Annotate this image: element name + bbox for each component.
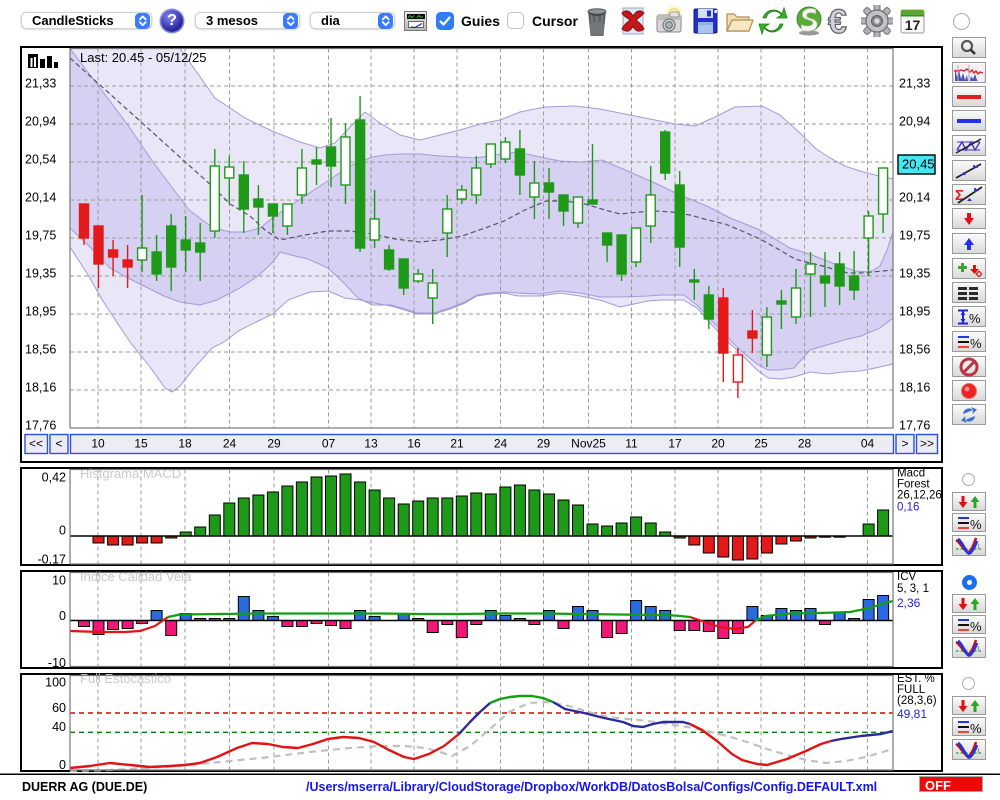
svg-text:>>: >>	[920, 437, 934, 451]
svg-text:FULL: FULL	[897, 684, 926, 696]
svg-text:0,42: 0,42	[42, 470, 66, 484]
svg-text:Indice Calidad Vela: Indice Calidad Vela	[80, 569, 192, 584]
svg-text:60: 60	[52, 701, 66, 715]
svg-text:Macd: Macd	[897, 468, 925, 480]
svg-text:20,45: 20,45	[902, 156, 935, 171]
svg-text:19,35: 19,35	[25, 266, 56, 280]
svg-text:19,75: 19,75	[899, 228, 930, 242]
svg-text:20,54: 20,54	[25, 152, 56, 166]
svg-text:07: 07	[322, 437, 336, 451]
svg-text:20,14: 20,14	[25, 190, 56, 204]
svg-text:17: 17	[668, 437, 682, 451]
svg-text:<<: <<	[29, 437, 43, 451]
svg-text:17: 17	[905, 17, 921, 33]
svg-text:(28,3,6): (28,3,6)	[897, 695, 937, 707]
svg-text:0: 0	[59, 609, 66, 623]
svg-text:Forest: Forest	[897, 479, 930, 491]
svg-text:%: %	[970, 517, 982, 532]
svg-text:21,33: 21,33	[25, 76, 56, 90]
svg-text:18,56: 18,56	[25, 342, 56, 356]
svg-text:24: 24	[494, 437, 508, 451]
svg-text:25: 25	[754, 437, 768, 451]
svg-text:21,33: 21,33	[899, 76, 930, 90]
svg-text:17,76: 17,76	[25, 418, 56, 432]
svg-text:28: 28	[798, 437, 812, 451]
svg-text:21: 21	[450, 437, 464, 451]
svg-text:40: 40	[52, 720, 66, 734]
svg-text:20,14: 20,14	[899, 190, 930, 204]
svg-text:0: 0	[59, 758, 66, 772]
svg-text:%: %	[970, 336, 982, 351]
svg-text:ICV: ICV	[897, 571, 917, 583]
svg-text:100: 100	[45, 675, 66, 689]
svg-text:Last: 20.45 - 05/12/25: Last: 20.45 - 05/12/25	[80, 50, 206, 65]
svg-text:26,12,26: 26,12,26	[897, 490, 942, 502]
svg-text:18,95: 18,95	[899, 304, 930, 318]
svg-text:-0,17: -0,17	[38, 552, 67, 566]
svg-text:18,56: 18,56	[899, 342, 930, 356]
svg-text:-10: -10	[48, 656, 66, 670]
svg-text:20: 20	[711, 437, 725, 451]
svg-text:10: 10	[52, 573, 66, 587]
svg-text:Nov25: Nov25	[571, 437, 606, 451]
svg-text:Σ: Σ	[955, 187, 964, 204]
svg-text:15: 15	[134, 437, 148, 451]
svg-text:29: 29	[267, 437, 281, 451]
svg-text:18,16: 18,16	[899, 380, 930, 394]
svg-text:20,94: 20,94	[25, 114, 56, 128]
svg-text:11: 11	[625, 437, 638, 451]
svg-text:29: 29	[537, 437, 551, 451]
svg-text:19,75: 19,75	[25, 228, 56, 242]
svg-text:Full Estocastico: Full Estocastico	[80, 671, 171, 686]
svg-text:%: %	[970, 619, 982, 634]
svg-text:%: %	[970, 721, 982, 736]
svg-text:10: 10	[91, 437, 105, 451]
svg-text:04: 04	[861, 437, 875, 451]
svg-text:18,16: 18,16	[25, 380, 56, 394]
svg-text:0: 0	[59, 523, 66, 537]
svg-text:49,81: 49,81	[897, 707, 927, 721]
svg-text:24: 24	[223, 437, 237, 451]
svg-text:0,16: 0,16	[897, 502, 919, 514]
svg-text:>: >	[901, 437, 908, 451]
svg-text:€: €	[828, 5, 847, 37]
svg-text:Histgrama MACD: Histgrama MACD	[80, 466, 181, 481]
svg-text:19,35: 19,35	[899, 266, 930, 280]
svg-text:13: 13	[364, 437, 378, 451]
svg-text:18: 18	[178, 437, 192, 451]
svg-text:%: %	[969, 311, 981, 326]
svg-text:17,76: 17,76	[899, 418, 930, 432]
svg-text:<: <	[55, 437, 62, 451]
svg-text:EST. %: EST. %	[897, 673, 935, 685]
svg-text:2,36: 2,36	[897, 596, 921, 610]
svg-text:16: 16	[407, 437, 421, 451]
svg-text:18,95: 18,95	[25, 304, 56, 318]
svg-text:5, 3, 1: 5, 3, 1	[897, 583, 929, 595]
svg-text:20,94: 20,94	[899, 114, 930, 128]
